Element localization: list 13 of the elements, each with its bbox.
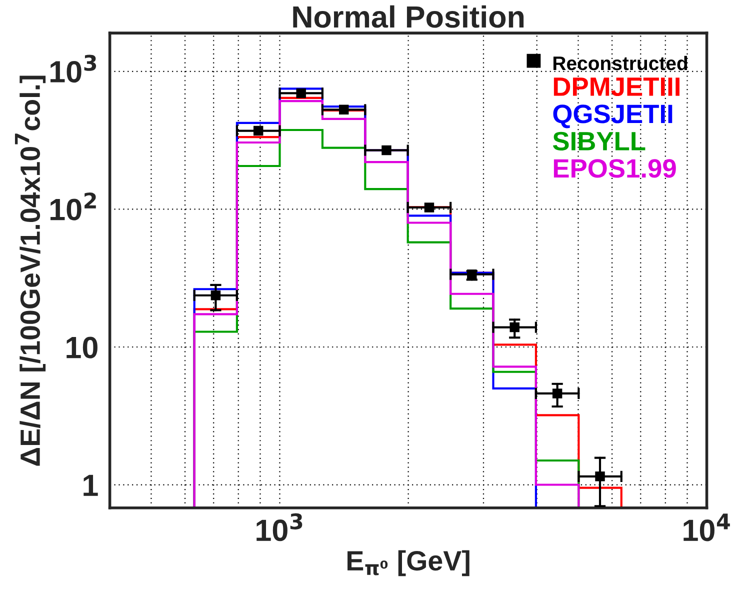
text: QGSJETII <box>553 104 672 128</box>
y-tick-label: 10$^{2}$ <box>50 192 96 220</box>
x-axis-title: E$_{π⁰}$ [GeV] <box>348 550 470 576</box>
y-tick-label: 10 <box>66 336 98 358</box>
text: SIBYLL <box>552 132 646 151</box>
y-tick-label: 1 <box>84 474 98 496</box>
text: DPMJETIII <box>554 78 680 96</box>
y-axis-title: ΔE/ΔN [/100GeV/1.04x10$^{7}$col.] <box>14 76 46 466</box>
y-tick-label: 10$^{3}$ <box>50 54 96 83</box>
legend-label: Reconstructed <box>553 56 688 70</box>
x-tick-label: 10$^{4}$ <box>684 514 730 542</box>
text: EPOS1.99 <box>554 159 676 178</box>
chart-title: Normal Position <box>293 5 524 28</box>
